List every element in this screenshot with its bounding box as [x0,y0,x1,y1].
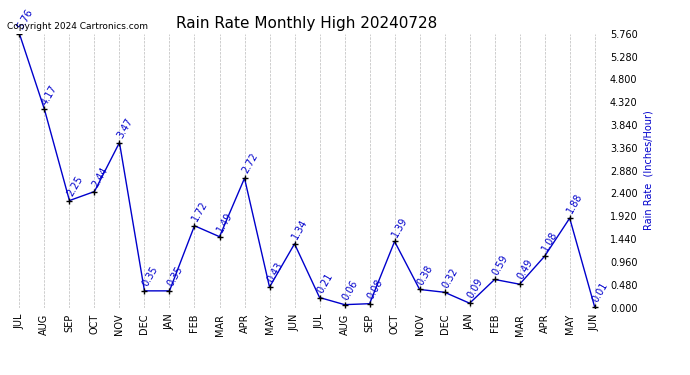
Text: 2.72: 2.72 [240,152,259,176]
Text: 0.49: 0.49 [515,258,535,281]
Text: 0.43: 0.43 [265,261,284,284]
Text: 0.32: 0.32 [440,266,460,290]
Text: 1.08: 1.08 [540,230,560,254]
Text: 1.34: 1.34 [290,217,309,241]
Text: 1.72: 1.72 [190,199,210,223]
Text: 3.47: 3.47 [115,116,135,140]
Text: 1.88: 1.88 [565,192,584,215]
Text: 0.01: 0.01 [590,281,609,304]
Text: 0.59: 0.59 [490,253,509,277]
Text: 2.25: 2.25 [65,174,84,198]
Text: 0.35: 0.35 [165,264,184,288]
Text: 0.35: 0.35 [140,264,159,288]
Text: 0.09: 0.09 [465,277,484,300]
Y-axis label: Rain Rate  (Inches/Hour): Rain Rate (Inches/Hour) [643,111,653,231]
Text: 4.17: 4.17 [40,83,59,106]
Text: 5.76: 5.76 [15,7,34,31]
Text: 0.21: 0.21 [315,271,335,295]
Text: 2.44: 2.44 [90,165,109,189]
Text: Copyright 2024 Cartronics.com: Copyright 2024 Cartronics.com [7,22,148,31]
Title: Rain Rate Monthly High 20240728: Rain Rate Monthly High 20240728 [177,16,437,31]
Text: 1.49: 1.49 [215,210,235,234]
Text: 1.39: 1.39 [390,215,409,238]
Text: 0.08: 0.08 [365,278,384,301]
Text: 0.38: 0.38 [415,263,435,286]
Text: 0.06: 0.06 [340,278,359,302]
